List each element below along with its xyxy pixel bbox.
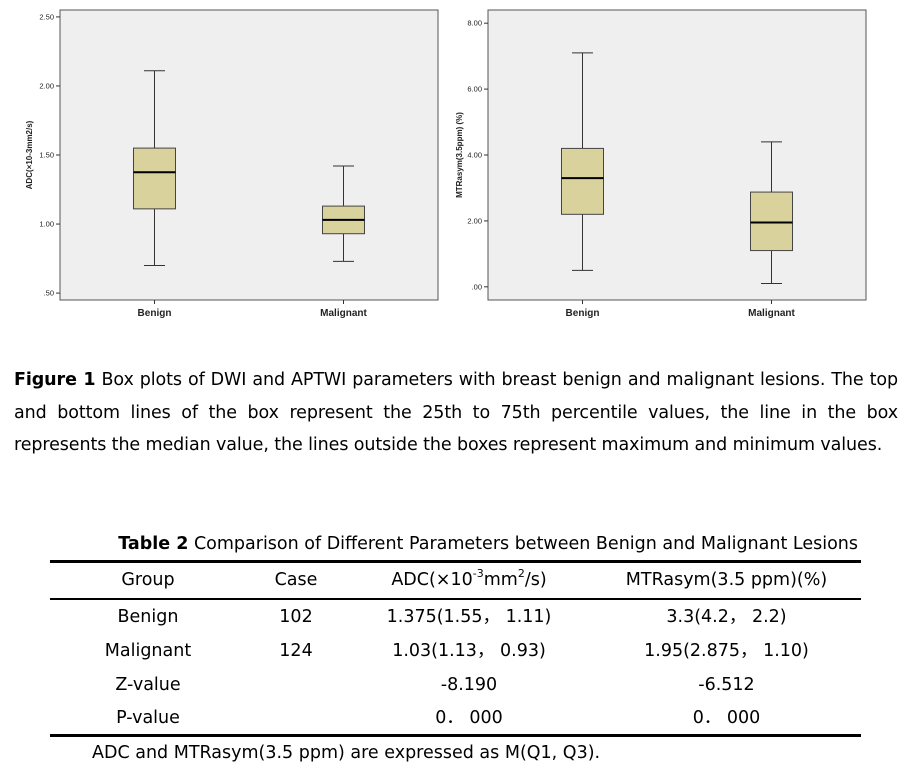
table-footnote: ADC and MTRasym(3.5 ppm) are expressed a… [92,743,601,763]
x-category-label: Benign [566,308,600,319]
row-benign-adc: 1.375(1.55， 1.11) [386,607,552,627]
header-adc-exp2: 2 [517,567,525,581]
adc-boxplot: .50 1.00 1.50 2.00 2.50 ADC(×10-3mm2/s) Benign… [8,8,448,333]
row-pvalue-adc: 0． 000 [435,708,503,728]
header-adc-pre: ADC(×10 [391,570,473,590]
header-group: Group [121,570,175,590]
row-benign-mtr: 3.3(4.2， 2.2) [666,607,787,627]
y-tick-label: 2.00 [467,216,482,225]
table-title-text: Comparison of Different Parameters betwe… [188,534,858,554]
y-axis-label: MTRasym(3.5ppm) (%) [455,112,464,198]
box-benign [561,52,604,271]
plot-area [487,9,867,301]
header-adc-exp1: -3 [472,567,484,581]
plot-area [59,9,439,301]
header-adc: ADC(×10-3mm2/s) [346,568,592,592]
figure-caption: Figure 1 Box plots of DWI and APTWI para… [14,364,898,462]
row-zvalue-group: Z-value [115,675,181,695]
y-tick-label: .00 [472,282,482,291]
box-malignant [322,165,365,262]
table-header-rule [50,598,861,600]
y-tick-label: 4.00 [467,151,482,160]
y-tick-label: 1.00 [39,220,54,229]
table-bottom-rule [50,734,861,737]
header-mtrasym: MTRasym(3.5 ppm)(%) [625,570,828,590]
y-tick-label: 8.00 [467,19,482,28]
row-malignant-case: 124 [279,641,313,661]
row-pvalue-group: P-value [116,708,180,728]
row-benign-group: Benign [117,607,179,627]
mtrasym-boxplot-svg: .00 2.00 4.00 6.00 8.00 MTRasym(3.5ppm) (%) Be… [455,9,867,319]
y-tick-label: 6.00 [467,85,482,94]
table-top-rule [50,560,861,563]
table-title: Table 2 Comparison of Different Paramete… [50,532,858,556]
y-tick-label: .50 [44,289,54,298]
y-tick-label: 2.00 [39,81,54,90]
header-adc-post: /s) [524,570,547,590]
box-iqr [750,191,793,252]
header-case: Case [274,570,318,590]
y-tick-label: 1.50 [39,151,54,160]
header-adc-mid: mm [483,570,518,590]
row-benign-case: 102 [279,607,313,627]
box-iqr [561,147,604,215]
figure-caption-text: Box plots of DWI and APTWI parameters wi… [14,370,898,455]
x-category-label: Malignant [748,308,795,319]
row-pvalue-mtr: 0． 000 [692,708,761,728]
box-malignant [750,141,793,285]
row-zvalue-mtr: -6.512 [698,675,755,695]
y-axis-label: ADC(×10-3mm2/s) [25,120,34,189]
mtrasym-boxplot: .00 2.00 4.00 6.00 8.00 MTRasym(3.5ppm) (%) Be… [455,8,895,333]
x-category-label: Malignant [320,308,367,319]
box-iqr [133,147,176,210]
row-zvalue-adc: -8.190 [440,675,498,695]
row-malignant-mtr: 1.95(2.875， 1.10) [644,641,809,661]
table-title-label: Table 2 [118,534,189,554]
row-malignant-group: Malignant [104,641,192,661]
x-category-label: Benign [138,308,172,319]
box-benign [133,70,176,266]
y-tick-label: 2.50 [39,12,54,21]
figure-caption-label: Figure 1 [14,370,96,390]
row-malignant-adc: 1.03(1.13， 0.93) [392,641,546,661]
adc-boxplot-svg: .50 1.00 1.50 2.00 2.50 ADC(×10-3mm2/s) Benign… [25,9,439,319]
